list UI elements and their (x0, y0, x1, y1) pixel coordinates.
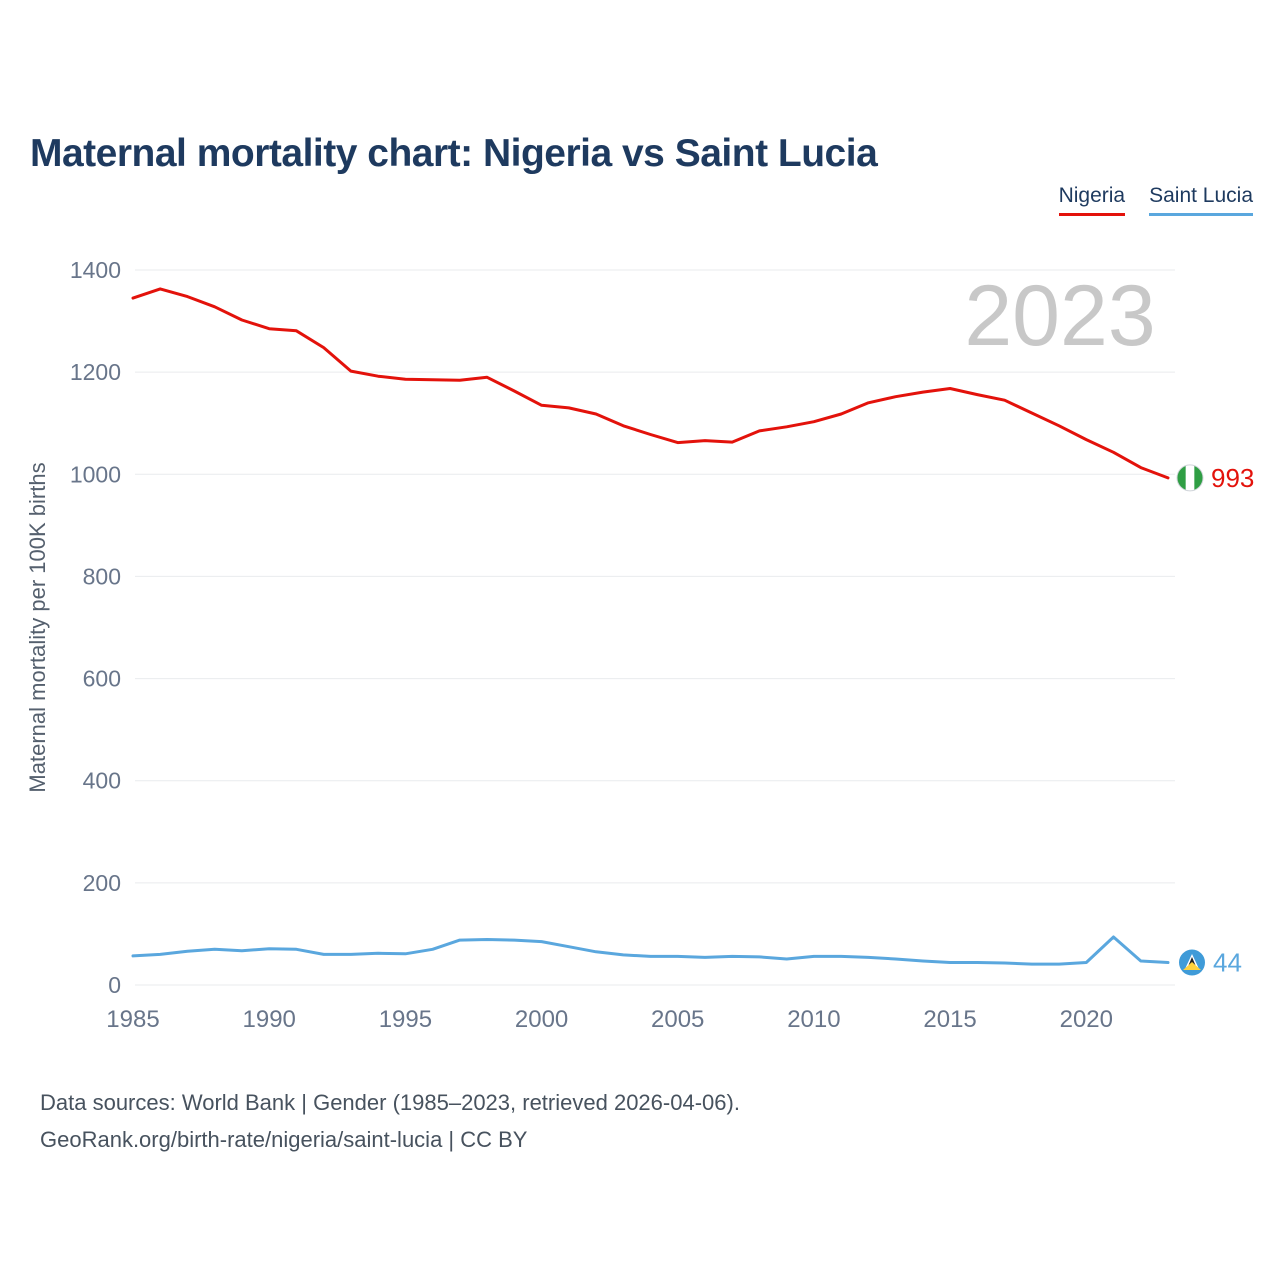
legend-item-saint-lucia[interactable]: Saint Lucia (1149, 184, 1253, 216)
y-tick-label: 400 (83, 768, 121, 794)
x-tick-label: 2020 (1060, 1006, 1113, 1033)
x-tick-label: 1985 (106, 1006, 159, 1033)
x-tick-label: 2015 (923, 1006, 976, 1033)
saint-lucia-flag-icon (1179, 949, 1205, 976)
watermark-year: 2023 (964, 268, 1155, 364)
x-tick-label: 1990 (243, 1006, 296, 1033)
y-tick-label: 0 (108, 972, 121, 998)
nigeria-end-value: 993 (1211, 463, 1254, 493)
y-tick-label: 1400 (70, 257, 121, 283)
legend-item-nigeria[interactable]: Nigeria (1058, 184, 1126, 216)
y-tick-label: 200 (83, 870, 121, 896)
footer-attribution: GeoRank.org/birth-rate/nigeria/saint-luc… (40, 1127, 528, 1152)
y-tick-label: 800 (83, 563, 121, 589)
footer-data-sources: Data sources: World Bank | Gender (1985–… (40, 1090, 740, 1115)
x-tick-label: 2010 (787, 1006, 840, 1033)
saint-lucia-line (131, 935, 1170, 966)
legend: Nigeria Saint Lucia (1058, 184, 1253, 216)
y-tick-label: 600 (83, 666, 121, 692)
y-axis-label: Maternal mortality per 100K births (25, 462, 50, 792)
nigeria-flag-icon (1177, 464, 1203, 491)
y-tick-label: 1000 (70, 461, 121, 487)
x-tick-label: 1995 (379, 1006, 432, 1033)
x-tick-label: 2000 (515, 1006, 568, 1033)
x-tick-label: 2005 (651, 1006, 704, 1033)
page-title: Maternal mortality chart: Nigeria vs Sai… (30, 132, 878, 176)
nigeria-line (131, 287, 1170, 480)
y-tick-label: 1200 (70, 359, 121, 385)
saint-lucia-end-value: 44 (1213, 948, 1242, 978)
